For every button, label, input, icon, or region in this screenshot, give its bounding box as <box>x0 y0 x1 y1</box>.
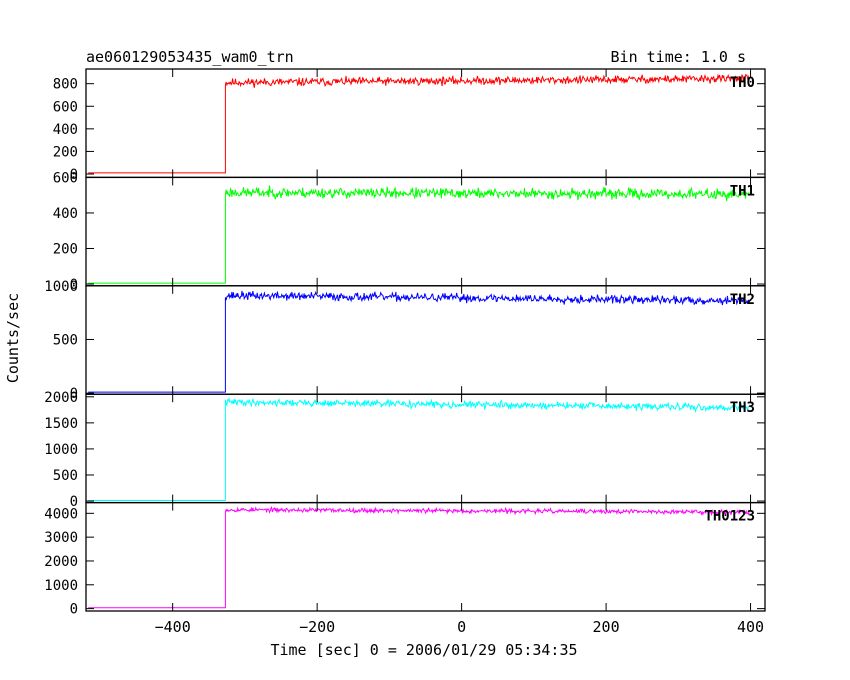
panel-label: TH1 <box>730 183 755 199</box>
y-tick-label: 0 <box>70 167 78 183</box>
y-tick-label: 1000 <box>44 578 78 594</box>
y-tick-label: 3000 <box>44 530 78 546</box>
y-tick-label: 2000 <box>44 554 78 570</box>
y-tick-label: 0 <box>70 277 78 293</box>
y-tick-label: 500 <box>53 468 78 484</box>
panel-frame <box>85 285 766 395</box>
x-tick-label: −200 <box>299 618 335 636</box>
y-tick-label: 500 <box>53 332 78 348</box>
y-tick-label: 800 <box>53 77 78 93</box>
panel-frame <box>85 176 766 287</box>
y-tick-label: 2000 <box>44 390 78 406</box>
panels-group: 0 200 400 600 800 TH0 0 200 400 600 TH1 0 500 1000 TH2… <box>44 68 766 618</box>
x-tick-label: −400 <box>155 618 191 636</box>
x-tick-label: 400 <box>737 618 764 636</box>
y-tick-label: 200 <box>53 144 78 160</box>
series-line-th2 <box>88 290 750 393</box>
y-axis-label: Counts/sec <box>4 293 22 383</box>
panel-label: TH2 <box>730 292 755 308</box>
y-tick-label: 1500 <box>44 416 78 432</box>
y-tick-label: 0 <box>70 386 78 402</box>
panel-th0: 0 200 400 600 800 TH0 <box>53 68 766 183</box>
y-tick-label: 400 <box>53 122 78 138</box>
panel-th1: 0 200 400 600 TH1 <box>53 170 766 293</box>
y-tick-label: 0 <box>70 494 78 510</box>
series-line-th1 <box>88 185 750 284</box>
series-line-th0 <box>88 73 750 174</box>
series-line-th3 <box>88 396 750 501</box>
x-axis: −400 −200 0 200 400 <box>155 618 764 636</box>
y-tick-label: 600 <box>53 170 78 186</box>
panel-frame <box>85 501 766 612</box>
panel-label: TH0123 <box>704 509 755 525</box>
panel-frame <box>85 68 766 179</box>
x-axis-label: Time [sec] 0 = 2006/01/29 05:34:35 <box>270 641 577 659</box>
y-tick-label: 0 <box>70 602 78 618</box>
y-tick-label: 200 <box>53 241 78 257</box>
y-tick-label: 400 <box>53 206 78 222</box>
panel-frame <box>85 393 766 504</box>
panel-label: TH3 <box>730 400 755 416</box>
panel-th0123: 0 1000 2000 3000 4000 TH0123 <box>44 501 766 618</box>
series-line-th0123 <box>88 505 750 609</box>
y-tick-label: 4000 <box>44 506 78 522</box>
x-tick-label: 200 <box>593 618 620 636</box>
chart-title: ae060129053435_wam0_trn <box>86 48 294 66</box>
x-tick-label: 0 <box>457 618 466 636</box>
y-tick-label: 1000 <box>44 279 78 295</box>
bin-time-label: Bin time: 1.0 s <box>611 48 746 66</box>
panel-th3: 0 500 1000 1500 2000 TH3 <box>44 390 766 510</box>
y-tick-label: 1000 <box>44 442 78 458</box>
panel-label: TH0 <box>730 75 755 91</box>
y-tick-label: 600 <box>53 99 78 115</box>
panel-th2: 0 500 1000 TH2 <box>44 279 766 402</box>
